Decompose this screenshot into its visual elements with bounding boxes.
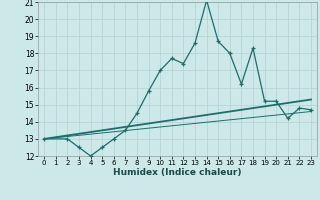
X-axis label: Humidex (Indice chaleur): Humidex (Indice chaleur) [113, 168, 242, 177]
